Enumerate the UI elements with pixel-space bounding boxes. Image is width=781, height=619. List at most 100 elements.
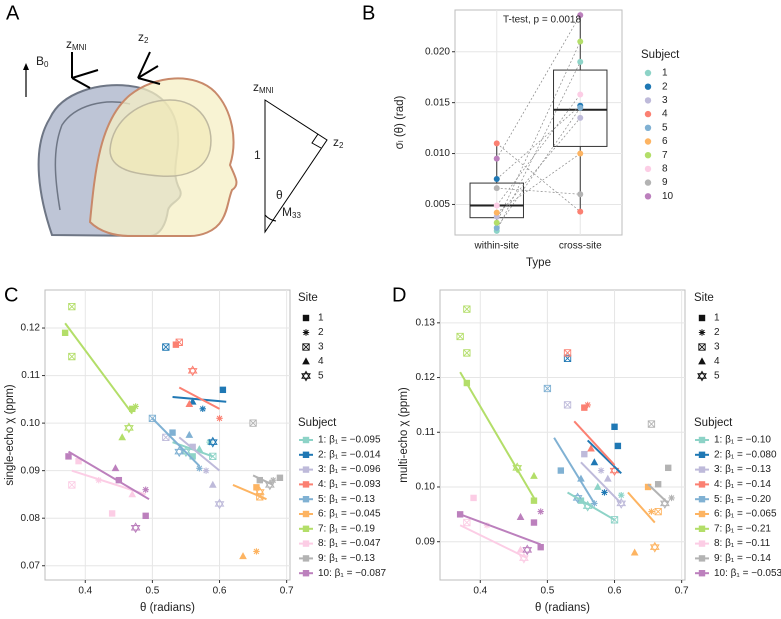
pair-connector <box>496 61 581 232</box>
legend-label: 8: β₁ = −0.11 <box>714 538 771 549</box>
fit-line <box>178 436 221 472</box>
legend-label: 1 <box>318 313 324 324</box>
legend-label: 5: β₁ = −0.20 <box>714 494 771 505</box>
point <box>65 453 72 460</box>
point <box>516 545 525 553</box>
y-tick-label: 0.09 <box>416 536 436 547</box>
legend-swatch <box>302 540 310 547</box>
fit-line <box>586 439 622 475</box>
x-tick-label: 0.7 <box>280 586 294 597</box>
pair-connector <box>496 41 581 223</box>
point <box>207 436 218 448</box>
label-base: M <box>282 205 292 219</box>
x-tick-label: 0.6 <box>608 586 622 597</box>
legend-swatch <box>301 370 311 382</box>
legend-label: 7: β₁ = −0.21 <box>714 523 771 534</box>
legend-label: 2 <box>662 81 668 92</box>
legend-label: 3 <box>318 342 324 353</box>
legend-swatch <box>302 555 310 562</box>
angle-arc <box>264 214 277 222</box>
legend-label: 6: β₁ = −0.045 <box>318 509 381 520</box>
point <box>648 508 655 515</box>
point <box>463 305 471 313</box>
point <box>196 465 203 472</box>
legend-label: 1: β₁ = −0.095 <box>318 435 381 446</box>
legend-label: 5 <box>662 122 668 133</box>
x-tick-label: within-site <box>474 241 520 252</box>
point <box>577 58 584 65</box>
legend-label: 6: β₁ = −0.065 <box>714 509 777 520</box>
legend-label: 4 <box>318 356 324 367</box>
pair-connector <box>496 153 581 213</box>
point <box>470 494 477 502</box>
point <box>175 338 183 346</box>
legend-label: 8: β₁ = −0.047 <box>318 538 381 549</box>
y-tick-label: 0.010 <box>425 148 450 159</box>
fit-line <box>459 513 542 546</box>
point <box>590 458 599 466</box>
point <box>219 386 227 394</box>
angle-label: θ <box>276 188 283 202</box>
point <box>174 446 185 458</box>
fit-line <box>172 395 227 403</box>
fit-line <box>252 474 274 486</box>
legend-swatch <box>302 314 310 322</box>
panel-label: B <box>362 2 375 24</box>
point <box>199 405 206 413</box>
pair-connector <box>496 107 581 229</box>
field-label: B0 <box>36 54 49 69</box>
legend-swatch <box>698 466 706 473</box>
legend-title: Subject <box>298 417 337 429</box>
label-base: z <box>138 30 144 44</box>
point <box>463 349 471 357</box>
point <box>563 349 572 357</box>
axis-label: zMNI <box>66 37 87 52</box>
legend-swatch <box>698 481 706 488</box>
right-angle <box>311 133 322 149</box>
legend-label: 1 <box>714 313 720 324</box>
legend-swatch <box>644 124 652 131</box>
y-tick-label: 0.07 <box>21 560 41 571</box>
legend-label: 7: β₁ = −0.19 <box>318 523 375 534</box>
legend-label: 10: β₁ = −0.053 <box>714 568 781 579</box>
fit-line <box>64 322 134 415</box>
legend-title: Subject <box>694 417 733 429</box>
legend-swatch <box>698 451 706 458</box>
fit-line <box>580 461 622 505</box>
legend-label: 9: β₁ = −0.13 <box>318 553 375 564</box>
legend-swatch <box>698 540 706 547</box>
legend-swatch <box>302 357 310 365</box>
legend-swatch <box>644 138 652 145</box>
point <box>493 202 500 209</box>
point <box>522 544 533 556</box>
pair-connector <box>496 187 581 195</box>
point <box>456 332 464 341</box>
y-tick-label: 0.11 <box>21 370 40 381</box>
legend-label: 6 <box>662 136 668 147</box>
point <box>118 433 127 441</box>
legend-label: 5 <box>714 371 720 382</box>
axis-label: zMNI <box>253 80 274 95</box>
point <box>111 464 120 472</box>
legend-swatch <box>644 83 652 90</box>
point <box>537 543 544 551</box>
y-tick-label: 0.08 <box>21 513 41 524</box>
fit-line <box>459 524 528 560</box>
point <box>584 401 591 409</box>
legend-label: 8 <box>662 164 668 175</box>
x-tick-label: 0.4 <box>78 586 92 597</box>
point <box>577 38 584 45</box>
pair-connector <box>496 105 581 180</box>
point <box>577 191 584 198</box>
point <box>630 548 639 556</box>
point <box>239 552 247 560</box>
point <box>530 497 538 504</box>
legend-title: Site <box>694 292 714 304</box>
axes-icon <box>71 52 99 89</box>
legend-swatch <box>302 329 310 336</box>
point <box>270 476 277 484</box>
point <box>603 474 612 482</box>
projection-triangle <box>264 99 328 234</box>
